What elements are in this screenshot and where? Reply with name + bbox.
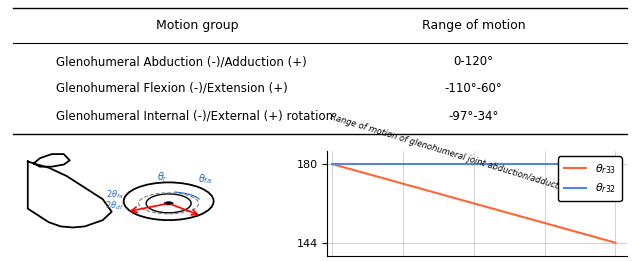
Legend: $\theta_{r33}$, $\theta_{r32}$: $\theta_{r33}$, $\theta_{r32}$ xyxy=(558,157,621,201)
Ellipse shape xyxy=(146,194,191,213)
Text: -97°-34°: -97°-34° xyxy=(449,110,499,122)
Text: -110°-60°: -110°-60° xyxy=(445,82,502,95)
Text: Range of motion: Range of motion xyxy=(422,19,525,32)
Text: Glenohumeral Flexion (-)/Extension (+): Glenohumeral Flexion (-)/Extension (+) xyxy=(56,82,287,95)
Text: $\theta_{r}$: $\theta_{r}$ xyxy=(157,170,168,184)
Text: $\theta_{fa}$: $\theta_{fa}$ xyxy=(198,173,212,186)
Text: $2\theta_{df}$: $2\theta_{df}$ xyxy=(105,200,124,212)
Text: Glenohumeral Abduction (-)/Adduction (+): Glenohumeral Abduction (-)/Adduction (+) xyxy=(56,55,307,68)
Text: Motion group: Motion group xyxy=(156,19,238,32)
Text: 0-120°: 0-120° xyxy=(454,55,493,68)
Text: Range of motion of glenohumeral joint abduction/adduction: Range of motion of glenohumeral joint ab… xyxy=(329,113,572,195)
Text: Glenohumeral Internal (-)/External (+) rotation: Glenohumeral Internal (-)/External (+) r… xyxy=(56,110,333,122)
Text: $2\theta_{fa}$: $2\theta_{fa}$ xyxy=(106,188,124,200)
Circle shape xyxy=(164,202,173,205)
Ellipse shape xyxy=(124,182,214,220)
